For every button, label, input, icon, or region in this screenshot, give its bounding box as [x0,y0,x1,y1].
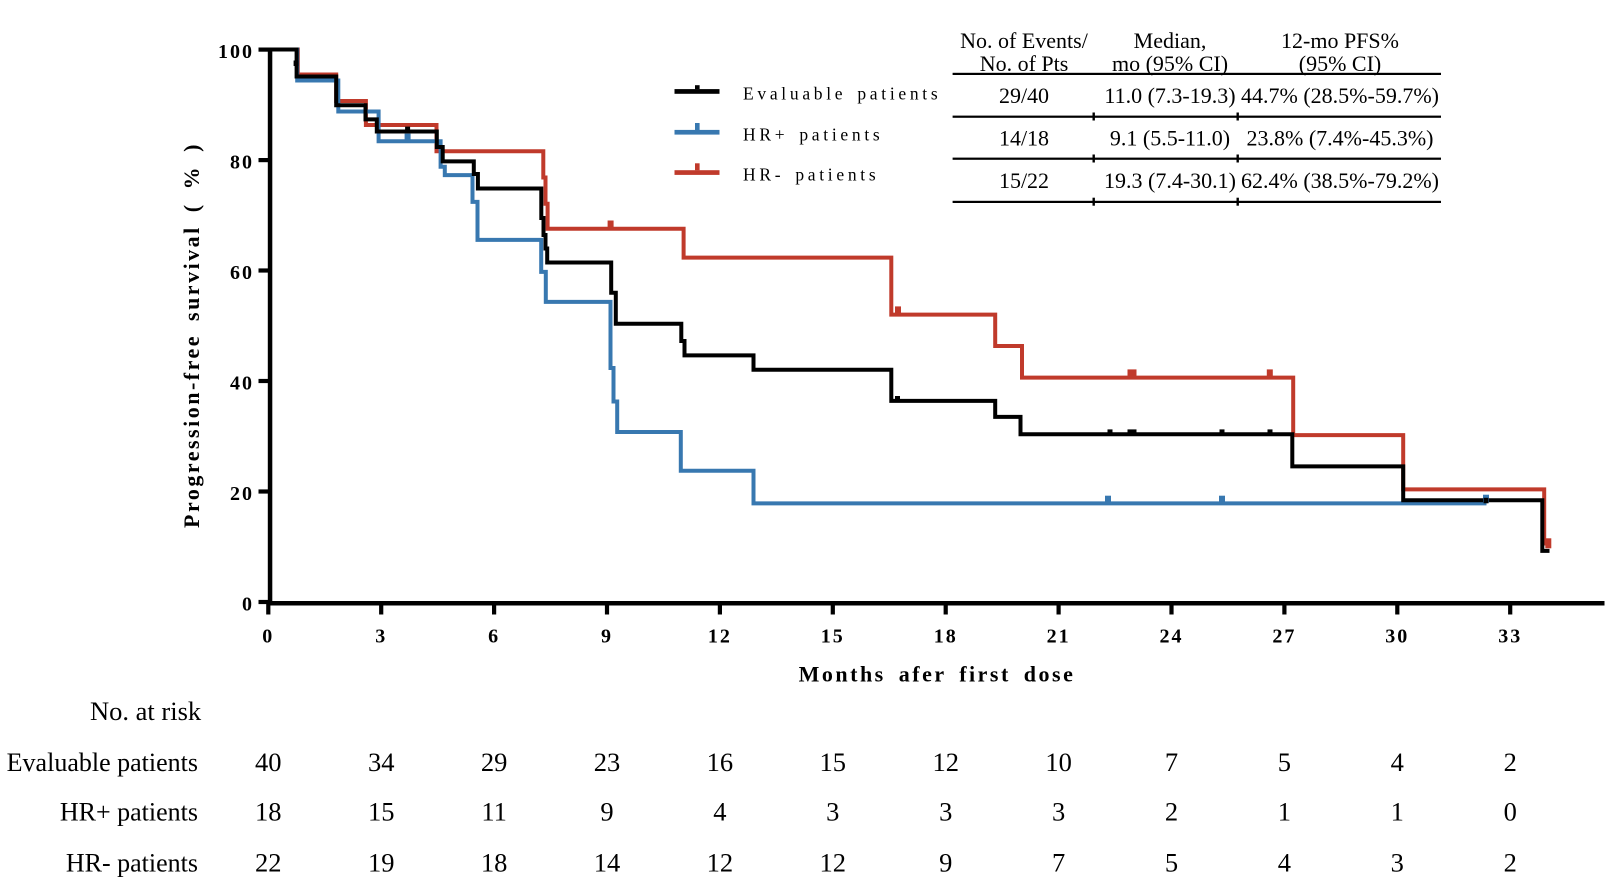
svg-text:0: 0 [1504,796,1517,826]
svg-text:7: 7 [1165,747,1178,777]
svg-text:14: 14 [594,848,621,878]
svg-text:No. at risk: No. at risk [90,696,202,726]
svg-text:40: 40 [230,373,254,395]
svg-text:2: 2 [1504,747,1517,777]
svg-text:4: 4 [1391,747,1404,777]
svg-text:3: 3 [1052,796,1065,826]
svg-text:Median,: Median, [1134,28,1207,53]
svg-text:80: 80 [230,152,254,174]
svg-text:2: 2 [1165,796,1178,826]
svg-text:12-mo PFS%: 12-mo PFS% [1281,28,1399,53]
svg-text:18: 18 [934,625,958,647]
svg-text:62.4% (38.5%-79.2%): 62.4% (38.5%-79.2%) [1241,168,1439,193]
svg-text:10: 10 [1045,747,1072,777]
svg-text:18: 18 [255,796,282,826]
svg-text:11.0 (7.3-19.3): 11.0 (7.3-19.3) [1104,83,1235,108]
svg-text:22: 22 [255,848,282,878]
svg-text:3: 3 [375,625,387,647]
svg-text:9: 9 [600,796,613,826]
svg-text:12: 12 [708,625,732,647]
svg-text:4: 4 [713,796,726,826]
svg-text:1: 1 [1278,796,1291,826]
svg-text:HR+ patients: HR+ patients [743,124,883,144]
svg-text:Evaluable patients: Evaluable patients [743,84,941,104]
svg-text:(95% CI): (95% CI) [1299,51,1381,76]
svg-text:14/18: 14/18 [999,126,1049,151]
svg-text:3: 3 [939,796,952,826]
svg-text:23: 23 [594,747,621,777]
svg-text:3: 3 [826,796,839,826]
svg-text:12: 12 [932,747,959,777]
svg-text:34: 34 [368,747,395,777]
svg-text:6: 6 [488,625,500,647]
svg-text:40: 40 [255,747,282,777]
svg-text:19.3 (7.4-30.1): 19.3 (7.4-30.1) [1104,168,1236,193]
svg-text:9: 9 [939,848,952,878]
svg-text:15: 15 [820,747,847,777]
svg-text:2: 2 [1504,848,1517,878]
svg-text:5: 5 [1278,747,1291,777]
svg-text:29: 29 [481,747,508,777]
svg-text:24: 24 [1160,625,1184,647]
svg-text:HR- patients: HR- patients [66,849,198,878]
svg-text:1: 1 [1391,796,1404,826]
svg-text:9: 9 [601,625,613,647]
svg-text:No. of Events/: No. of Events/ [960,28,1089,53]
svg-text:0: 0 [262,625,274,647]
svg-text:Progression-free survival ( %: Progression-free survival ( % ) [179,142,204,528]
svg-text:29/40: 29/40 [999,83,1049,108]
svg-text:23.8% (7.4%-45.3%): 23.8% (7.4%-45.3%) [1247,126,1434,151]
svg-text:9.1 (5.5-11.0): 9.1 (5.5-11.0) [1110,126,1230,151]
svg-text:44.7% (28.5%-59.7%): 44.7% (28.5%-59.7%) [1241,83,1439,108]
svg-text:HR+ patients: HR+ patients [60,797,198,826]
svg-text:100: 100 [218,41,254,63]
svg-text:No. of Pts: No. of Pts [980,51,1069,76]
svg-text:12: 12 [820,848,847,878]
svg-text:15/22: 15/22 [999,168,1049,193]
svg-text:16: 16 [707,747,734,777]
svg-text:27: 27 [1272,625,1296,647]
svg-text:7: 7 [1052,848,1065,878]
svg-text:19: 19 [368,848,395,878]
svg-text:12: 12 [707,848,734,878]
svg-text:11: 11 [481,796,507,826]
svg-text:33: 33 [1498,625,1522,647]
svg-text:20: 20 [230,483,254,505]
svg-text:0: 0 [242,594,254,616]
svg-text:Months afer first dose: Months afer first dose [799,662,1076,687]
svg-text:3: 3 [1391,848,1404,878]
svg-text:15: 15 [821,625,845,647]
svg-text:18: 18 [481,848,508,878]
svg-text:HR- patients: HR- patients [743,165,879,185]
svg-text:5: 5 [1165,848,1178,878]
svg-text:15: 15 [368,796,395,826]
svg-text:21: 21 [1047,625,1071,647]
svg-text:4: 4 [1278,848,1291,878]
svg-text:mo (95% CI): mo (95% CI) [1112,51,1228,76]
svg-text:30: 30 [1385,625,1409,647]
svg-text:Evaluable patients: Evaluable patients [7,748,198,777]
svg-text:60: 60 [230,262,254,284]
